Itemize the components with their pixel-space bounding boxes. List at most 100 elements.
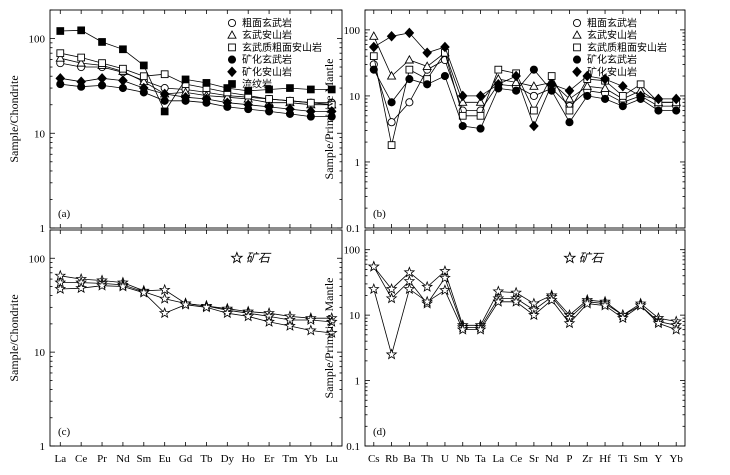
data-point (223, 84, 232, 92)
data-point (493, 79, 504, 90)
data-point (439, 271, 451, 283)
x-tick-label-zr: Zr (582, 453, 593, 465)
data-point (618, 102, 627, 111)
x-tick-label-cs: Cs (368, 453, 380, 465)
y-axis-label: Sample/Primitive Mantle (322, 59, 336, 180)
data-point (671, 93, 682, 105)
x-tick-label-yb: Yb (304, 453, 318, 465)
data-point (386, 70, 397, 80)
data-point (510, 295, 522, 307)
data-point (564, 85, 575, 96)
data-point (119, 45, 127, 54)
data-point (304, 313, 317, 325)
data-point (368, 41, 379, 53)
data-point (306, 106, 316, 117)
x-tick-label-y: Y (654, 453, 662, 465)
data-point (243, 99, 254, 111)
data-point (476, 124, 485, 133)
data-point (158, 292, 171, 304)
data-point (244, 87, 253, 95)
legend-label: 玄武安山岩 (242, 29, 292, 42)
legend-marker (572, 18, 582, 28)
data-point (138, 82, 149, 94)
data-point (421, 280, 433, 292)
data-point (529, 91, 538, 100)
data-point (476, 111, 485, 120)
y-tick-label: 1 (40, 223, 46, 235)
x-tick-label-ce: Ce (75, 453, 87, 465)
data-point (179, 298, 192, 310)
legend-marker (572, 55, 582, 64)
series-line (373, 288, 677, 357)
y-tick-label: 10 (349, 91, 361, 103)
x-tick-label-ta: Ta (475, 453, 486, 465)
data-point (599, 299, 611, 311)
data-point (387, 98, 396, 107)
data-point (264, 101, 274, 113)
data-point (367, 282, 380, 295)
legend-marker (227, 30, 237, 39)
data-point (76, 57, 86, 67)
data-point (325, 315, 338, 327)
x-tick-label-nd: Nd (116, 453, 130, 465)
x-tick-label-rb: Rb (385, 453, 398, 465)
y-tick-label: 1 (355, 376, 361, 388)
data-point (201, 93, 212, 105)
data-point (404, 54, 415, 64)
data-point (265, 95, 273, 103)
data-point (97, 73, 107, 84)
data-point (405, 75, 414, 84)
panel-a-chondrite-chart: 1 10 100 Sample/Chondrite (a) 粗面玄武岩玄武安山岩玄武质粗面… (7, 9, 343, 235)
panel-c-ore-chondrite-chart: 1 10 100 La Ce Pr Nd Sm Eu Gd Tb Dy Ho Er Tm Yb Lu Sample… (7, 229, 343, 465)
data-point (492, 295, 505, 307)
x-tick-label-lu: Lu (326, 453, 339, 465)
data-point (137, 286, 150, 298)
data-point (263, 315, 275, 327)
data-point (528, 308, 540, 321)
data-point (403, 282, 416, 295)
data-point (457, 90, 468, 102)
data-point (422, 47, 432, 59)
data-point (617, 311, 629, 324)
data-point (423, 80, 432, 89)
data-point (600, 83, 610, 92)
data-point (403, 266, 416, 278)
panel-label: (c) (58, 426, 71, 438)
data-point (385, 282, 398, 295)
x-tick-label-nb: Nb (456, 453, 470, 465)
data-point (601, 94, 610, 103)
data-point (286, 96, 294, 105)
data-point (56, 27, 65, 35)
data-point (618, 92, 627, 100)
data-point (456, 323, 469, 335)
x-tick-label-ti: Ti (618, 453, 627, 465)
data-point (385, 292, 398, 304)
data-point (582, 81, 593, 90)
y-tick-label: 0.1 (346, 223, 360, 235)
data-point (530, 106, 538, 115)
x-tick-label-la: La (493, 453, 505, 465)
legend-marker (227, 55, 237, 64)
annotation-star-icon (230, 251, 244, 264)
data-point (654, 106, 663, 115)
x-tick-label-ce: Ce (510, 453, 522, 465)
data-point (158, 307, 171, 319)
legend-label: 粗面玄武岩 (587, 17, 637, 30)
data-point (474, 323, 487, 335)
data-point (475, 90, 486, 102)
panel-label: (a) (58, 208, 71, 220)
x-tick-label-tm: Tm (282, 453, 298, 465)
data-point (529, 81, 539, 90)
data-point (55, 73, 66, 84)
plot-frame (49, 229, 343, 447)
data-point (284, 319, 296, 331)
data-point (386, 31, 397, 42)
x-tick-label-sr: Sr (529, 453, 539, 465)
x-tick-label-nd: Nd (545, 453, 559, 465)
data-point (98, 38, 106, 46)
x-tick-label-yb: Yb (669, 453, 683, 465)
data-point (159, 88, 170, 100)
legend-marker (227, 18, 237, 28)
data-point (529, 120, 539, 132)
legend-label: 流纹岩 (242, 78, 272, 91)
